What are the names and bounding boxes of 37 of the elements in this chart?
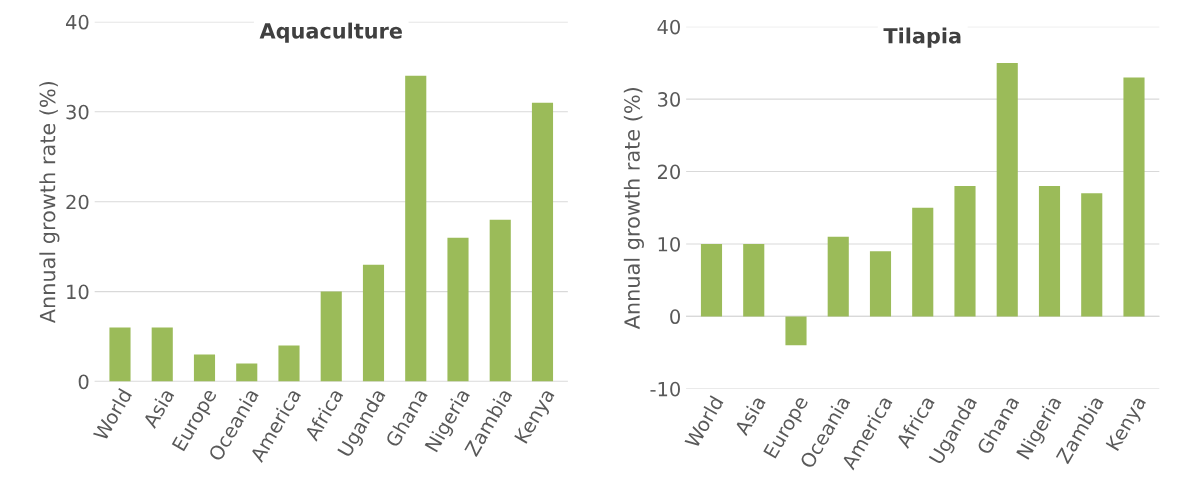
bar [236, 363, 258, 382]
chart-title: Aquaculture [259, 22, 402, 43]
bar [531, 102, 554, 382]
bar [827, 236, 849, 317]
bar [700, 243, 723, 317]
bar [405, 75, 427, 382]
bar [447, 237, 469, 382]
bar [996, 62, 1018, 317]
y-tick-label: -10 [650, 381, 680, 397]
bar [869, 251, 892, 317]
y-tick-label: 10 [67, 284, 89, 300]
bar [743, 243, 765, 317]
y-tick-label: 20 [66, 194, 89, 210]
y-tick-label: 40 [65, 14, 89, 30]
y-tick-label: 30 [658, 92, 680, 107]
y-axis-title: Annual growth rate (%) [623, 87, 644, 330]
bar [1123, 77, 1145, 317]
bar [278, 345, 300, 382]
y-tick-label: 10 [658, 236, 680, 252]
y-tick-label: 40 [657, 19, 680, 35]
bar [1081, 193, 1103, 317]
bar [954, 186, 976, 317]
y-tick-label: 0 [670, 309, 680, 325]
y-tick-label: 0 [78, 374, 89, 390]
bar [489, 219, 511, 382]
chart-title: Tilapia [883, 27, 961, 48]
bar [362, 264, 385, 382]
y-tick-label: 20 [657, 164, 680, 180]
bar [785, 316, 807, 346]
bar [320, 291, 342, 382]
y-tick-label: 30 [66, 104, 89, 120]
bar [193, 354, 216, 382]
y-axis-title: Annual growth rate (%) [39, 81, 60, 324]
bar [109, 327, 131, 382]
bar [151, 327, 173, 382]
bar [1038, 186, 1061, 317]
bar [912, 207, 934, 317]
